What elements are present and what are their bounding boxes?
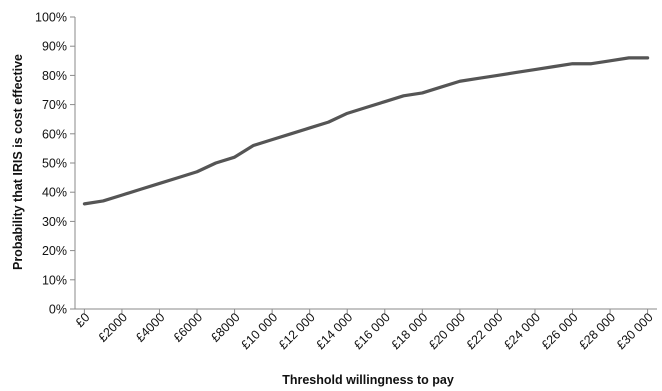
x-tick-label: £16 000 — [351, 310, 393, 352]
x-axis-ticks: £0 £2000 £4000 £6000 £8000£10 000£12 000£14 … — [73, 309, 656, 352]
x-tick-label: £20 000 — [426, 310, 468, 352]
x-tick-label: £2000 — [96, 310, 131, 345]
y-tick-label: 80% — [42, 69, 67, 83]
x-tick-label: £14 000 — [313, 310, 355, 352]
x-tick-label: £12 000 — [276, 310, 318, 352]
y-tick-label: 60% — [42, 127, 67, 141]
y-tick-label: 100% — [35, 11, 67, 25]
x-tick-label: £4000 — [133, 310, 168, 345]
y-tick-label: 20% — [42, 244, 67, 258]
x-tick-label: £10 000 — [238, 310, 280, 352]
y-axis-title: Probability that IRIS is cost effective — [11, 54, 25, 270]
y-tick-label: 40% — [42, 186, 67, 200]
series-line-0 — [82, 56, 650, 206]
x-tick-label: £30 000 — [614, 310, 656, 352]
y-tick-label: 70% — [42, 98, 67, 112]
y-tick-label: 90% — [42, 40, 67, 54]
y-tick-label: 50% — [42, 157, 67, 171]
x-tick-label: £28 000 — [576, 310, 618, 352]
y-tick-label: 10% — [42, 273, 67, 287]
x-tick-label: £26 000 — [539, 310, 581, 352]
series-lines — [82, 56, 650, 206]
x-tick-label: £6000 — [171, 310, 206, 345]
axes — [74, 17, 657, 310]
x-tick-label: £22 000 — [464, 310, 506, 352]
y-tick-label: 30% — [42, 215, 67, 229]
x-tick-label: £24 000 — [501, 310, 543, 352]
x-tick-label: £0 — [73, 310, 93, 330]
y-axis-ticks: 0% 10% 20% 30% 40% 50% 60% 70% 80% 90% 100% — [35, 11, 75, 317]
x-tick-label: £8000 — [208, 310, 243, 345]
x-tick-label: £18 000 — [389, 310, 431, 352]
x-axis-title: Threshold willingness to pay — [282, 373, 454, 387]
y-tick-label: 0% — [49, 303, 67, 317]
